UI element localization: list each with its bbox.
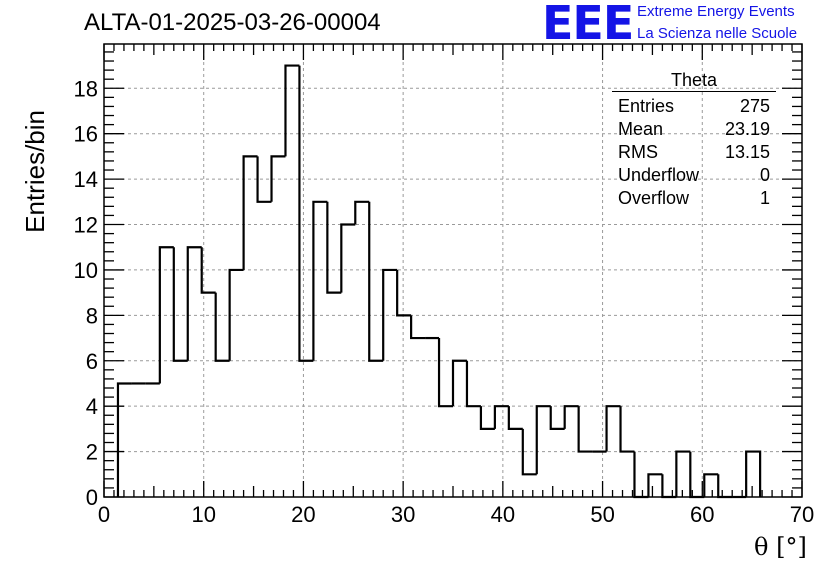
stats-value: 1 bbox=[759, 188, 770, 208]
stats-title: Theta bbox=[612, 70, 776, 92]
histogram-bin bbox=[270, 155, 286, 202]
histogram-bin bbox=[619, 406, 635, 453]
histogram-bin bbox=[214, 292, 230, 362]
histogram-bin bbox=[326, 201, 342, 294]
stats-value: 275 bbox=[739, 96, 770, 116]
y-tick-label: 16 bbox=[74, 122, 98, 147]
stats-row-underflow: Underflow 0 bbox=[612, 164, 776, 187]
histogram-bars bbox=[116, 64, 762, 499]
x-tick-label: 30 bbox=[391, 502, 415, 527]
x-tick-label: 50 bbox=[590, 502, 614, 527]
stats-value: 23.19 bbox=[724, 119, 770, 139]
histogram-bin bbox=[312, 200, 328, 361]
histogram-bin bbox=[396, 269, 412, 317]
stats-label: Overflow bbox=[618, 188, 690, 208]
histogram-bin bbox=[368, 201, 384, 362]
histogram-bin bbox=[172, 247, 188, 362]
x-tick-label: 70 bbox=[790, 502, 814, 527]
histogram-bin bbox=[284, 64, 300, 157]
histogram-bin bbox=[549, 406, 565, 430]
histogram-bin bbox=[605, 405, 621, 452]
histogram-bin bbox=[647, 473, 663, 497]
histogram-bin bbox=[479, 406, 495, 430]
y-tick-label: 2 bbox=[86, 440, 98, 465]
histogram-bin bbox=[228, 268, 244, 361]
y-tick-label: 14 bbox=[74, 167, 98, 192]
stats-row-mean: Mean 23.19 bbox=[612, 118, 776, 141]
histogram-bin bbox=[465, 360, 481, 408]
stats-value: 0 bbox=[759, 165, 770, 185]
histogram-bin bbox=[437, 338, 453, 408]
histogram-bin bbox=[354, 200, 370, 225]
eee-logo: EEE bbox=[542, 0, 634, 50]
stats-label: Mean bbox=[618, 119, 664, 139]
stats-box: Theta Entries 275 Mean 23.19 RMS 13.15 U… bbox=[612, 70, 776, 210]
axes bbox=[103, 43, 803, 498]
x-tick-label: 20 bbox=[291, 502, 315, 527]
histogram-bin bbox=[242, 155, 258, 270]
stats-label: Underflow bbox=[618, 165, 700, 185]
stats-value: 13.15 bbox=[724, 142, 770, 162]
histogram-bin bbox=[200, 247, 216, 294]
histogram-bin bbox=[507, 406, 523, 430]
x-tick-label: 10 bbox=[191, 502, 215, 527]
histogram-bin bbox=[298, 65, 314, 362]
y-tick-label: 10 bbox=[74, 258, 98, 283]
histogram-bin bbox=[535, 405, 551, 475]
histogram-bin bbox=[340, 223, 356, 293]
histogram-bin bbox=[382, 268, 398, 361]
histogram-bin bbox=[633, 451, 649, 499]
y-tick-label: 18 bbox=[74, 76, 98, 101]
plot-title: ALTA-01-2025-03-26-00004 bbox=[84, 9, 381, 36]
histogram-bin bbox=[703, 473, 719, 497]
y-tick-label: 12 bbox=[74, 213, 98, 238]
histogram-bin bbox=[410, 315, 426, 340]
y-axis-label: Entries/bin bbox=[20, 110, 50, 233]
logo-subtitle-line2: La Scienza nelle Scuole bbox=[637, 25, 798, 42]
histogram-bin bbox=[158, 246, 174, 384]
histogram-bin bbox=[116, 382, 132, 497]
histogram-bin bbox=[451, 359, 467, 407]
histogram-bin bbox=[675, 450, 691, 497]
y-tick-label: 4 bbox=[86, 394, 98, 419]
x-axis-label: θ [°] bbox=[754, 533, 807, 561]
y-tick-label: 6 bbox=[86, 349, 98, 374]
y-tick-label: 0 bbox=[86, 485, 98, 510]
stats-row-entries: Entries 275 bbox=[612, 95, 776, 118]
histogram-bin bbox=[577, 406, 593, 453]
stats-label: RMS bbox=[618, 142, 658, 162]
histogram-bin bbox=[256, 156, 272, 203]
histogram-bin bbox=[186, 246, 202, 361]
stats-row-rms: RMS 13.15 bbox=[612, 141, 776, 164]
x-tick-label: 40 bbox=[491, 502, 515, 527]
stats-label: Entries bbox=[618, 96, 675, 116]
x-tick-label: 0 bbox=[98, 502, 110, 527]
x-tick-label: 60 bbox=[690, 502, 714, 527]
logo-subtitle-line1: Extreme Energy Events bbox=[637, 3, 795, 20]
histogram-bin bbox=[661, 474, 677, 499]
histogram-bin bbox=[745, 450, 762, 497]
histogram-bin bbox=[563, 405, 579, 429]
stats-row-overflow: Overflow 1 bbox=[612, 187, 776, 210]
histogram-bin bbox=[493, 405, 509, 429]
histogram-bin bbox=[521, 428, 537, 476]
y-tick-label: 8 bbox=[86, 303, 98, 328]
histogram-bin bbox=[717, 474, 733, 499]
